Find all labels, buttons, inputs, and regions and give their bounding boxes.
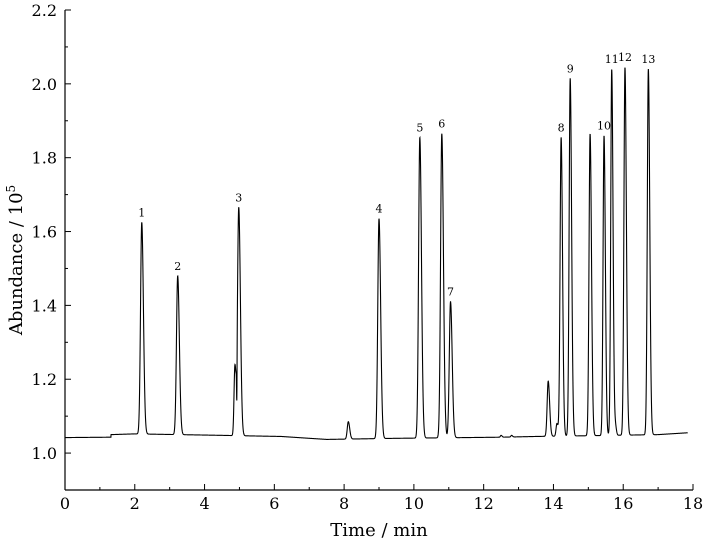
- x-tick-label: 4: [199, 494, 209, 513]
- y-tick-label: 2.0: [32, 75, 57, 94]
- x-tick-label: 6: [269, 494, 279, 513]
- y-tick-label: 1.2: [32, 370, 57, 389]
- peak-label-13: 13: [641, 53, 655, 66]
- axes: [64, 10, 693, 491]
- x-axis-title: Time / min: [330, 520, 428, 541]
- peak-label-1: 1: [138, 206, 145, 219]
- peak-label-6: 6: [438, 118, 445, 131]
- y-tick-label: 1.4: [32, 296, 57, 315]
- y-axis-title: Abundance / 105: [4, 185, 27, 336]
- peak-label-2: 2: [174, 260, 181, 273]
- peak-label-11: 11: [605, 53, 619, 66]
- chromatogram-trace: [65, 67, 688, 440]
- y-tick-label: 1.0: [32, 444, 57, 463]
- x-tick-label: 12: [473, 494, 493, 513]
- chromatogram-trace-group: [65, 67, 688, 440]
- peak-label-12: 12: [618, 51, 632, 64]
- x-tick-label: 2: [130, 494, 140, 513]
- peak-label-9: 9: [567, 62, 574, 75]
- peak-label-3: 3: [235, 192, 242, 205]
- x-tick-label: 18: [683, 494, 703, 513]
- y-tick-label: 2.2: [32, 1, 57, 20]
- peak-label-5: 5: [416, 121, 423, 134]
- y-axis-title-prefix: Abundance / 10: [6, 192, 27, 336]
- peak-label-8: 8: [558, 121, 565, 134]
- axis-ticks: 0 2 4 6 8 10 12 14 16 181.01.21.41.61.82.02.2: [32, 1, 704, 513]
- x-tick-label: 10: [404, 494, 424, 513]
- x-tick-label: 16: [613, 494, 633, 513]
- y-axis-title-exponent: 5: [4, 185, 18, 193]
- x-tick-label: 14: [543, 494, 563, 513]
- y-tick-label: 1.6: [32, 223, 57, 242]
- peak-label-4: 4: [376, 203, 383, 216]
- peak-label-10: 10: [597, 120, 611, 133]
- x-tick-label: 0: [60, 494, 70, 513]
- y-tick-label: 1.8: [32, 149, 57, 168]
- peak-label-7: 7: [447, 286, 454, 299]
- x-tick-label: 8: [339, 494, 349, 513]
